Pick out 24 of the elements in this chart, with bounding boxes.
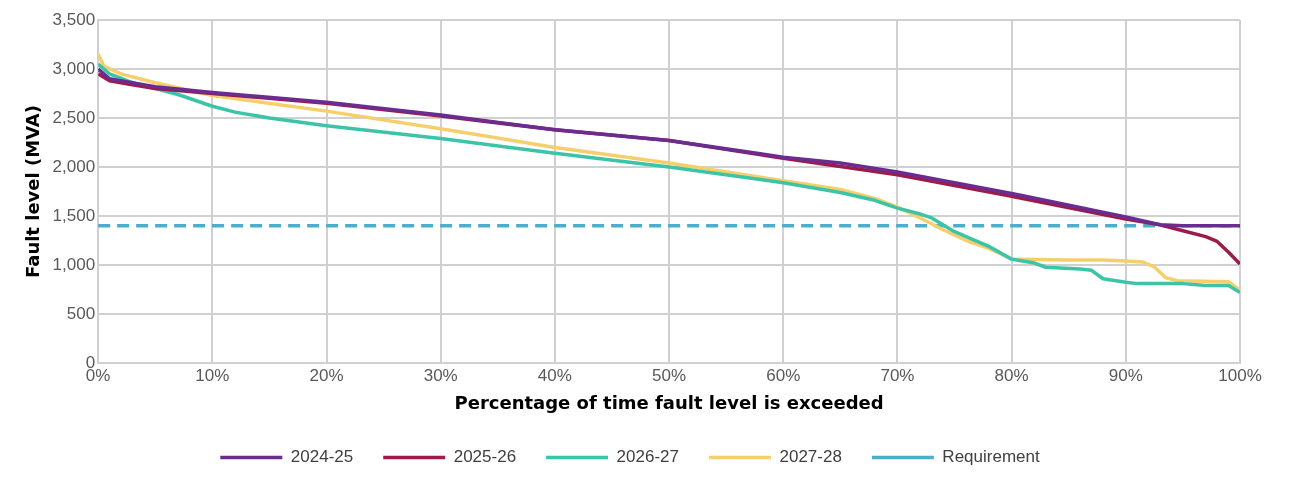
x-tick-label: 100% xyxy=(1218,365,1262,385)
x-axis-title: Percentage of time fault level is exceeded xyxy=(454,391,884,413)
y-tick-label: 3,500 xyxy=(52,9,96,29)
y-tick-label: 1,500 xyxy=(52,205,96,225)
legend-label: 2027-28 xyxy=(779,447,842,467)
y-tick-label: 3,000 xyxy=(52,58,96,78)
legend-label: Requirement xyxy=(942,447,1040,467)
x-tick-label: 50% xyxy=(652,365,687,385)
x-tick-label: 60% xyxy=(766,365,801,385)
x-tick-label: 70% xyxy=(880,365,915,385)
y-tick-label: 500 xyxy=(66,303,96,323)
legend-label: 2025-26 xyxy=(453,447,517,467)
x-tick-label: 10% xyxy=(195,365,230,385)
x-tick-label: 30% xyxy=(423,365,458,385)
legend-label: 2024-25 xyxy=(290,447,354,467)
y-tick-label: 2,000 xyxy=(52,156,96,176)
x-tick-label: 20% xyxy=(309,365,344,385)
y-tick-label: 1,000 xyxy=(52,254,96,274)
x-tick-label: 80% xyxy=(994,365,1029,385)
x-tick-label: 40% xyxy=(537,365,572,385)
y-axis-title: Fault level (MVA) xyxy=(22,104,44,279)
legend-label: 2026-27 xyxy=(616,447,679,467)
x-tick-label: 90% xyxy=(1108,365,1143,385)
y-tick-label: 2,500 xyxy=(52,107,96,127)
